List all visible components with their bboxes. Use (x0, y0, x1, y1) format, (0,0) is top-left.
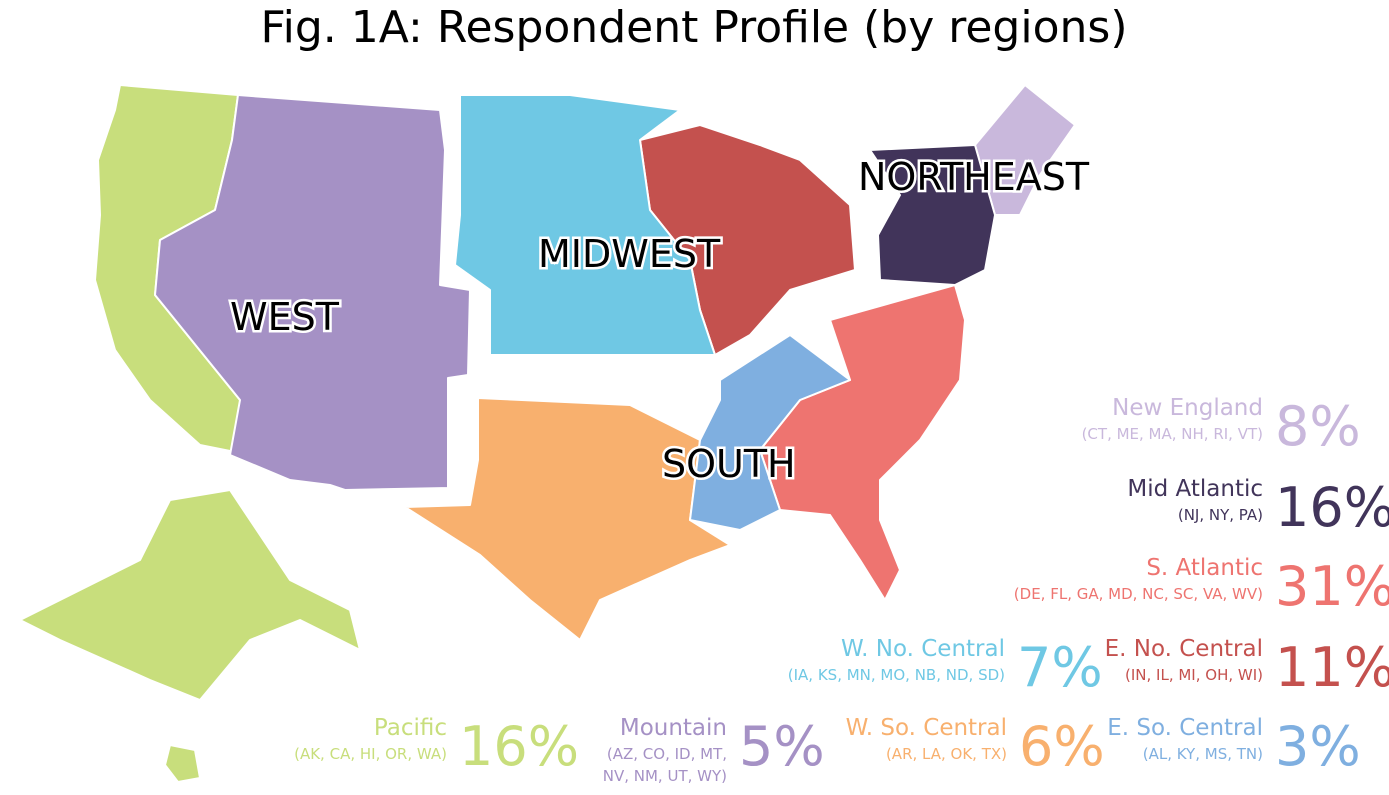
title: Fig. 1A: Respondent Profile (by regions) (261, 2, 1128, 53)
division-name: Pacific (374, 715, 447, 741)
us-map (19, 84, 1076, 783)
region-label: SOUTH (662, 442, 796, 486)
division-share: 3% (1275, 715, 1361, 778)
region-shape (154, 94, 471, 491)
division-share: 16% (1275, 476, 1389, 539)
division-name: W. No. Central (841, 636, 1005, 662)
division-name: W. So. Central (846, 715, 1007, 741)
division-name: New England (1112, 395, 1263, 421)
division-states: (IA, KS, MN, MO, NB, ND, SD) (788, 666, 1005, 684)
region-shape (164, 744, 201, 783)
division-share: 7% (1017, 636, 1103, 699)
region-label: WEST (230, 295, 340, 339)
division-name: E. No. Central (1105, 636, 1263, 662)
region-label: MIDWEST (538, 232, 721, 276)
division-states: NV, NM, UT, WY) (603, 767, 727, 785)
division-name: Mountain (620, 715, 727, 741)
legend: New England (CT, ME, MA, NH, RI, VT) 8% Mid… (294, 395, 1389, 785)
division-states: (IN, IL, MI, OH, WI) (1125, 666, 1263, 684)
region-shape (404, 397, 731, 641)
division-share: 5% (739, 715, 825, 778)
division-states: (AK, CA, HI, OR, WA) (294, 745, 447, 763)
map-labels: WEST MIDWEST SOUTH NORTHEAST (228, 153, 1093, 489)
division-name: Mid Atlantic (1127, 476, 1263, 502)
division-share: 31% (1275, 555, 1389, 618)
division-states: (CT, ME, MA, NH, RI, VT) (1082, 425, 1263, 443)
region-shape (19, 489, 361, 701)
region-shape (689, 334, 851, 531)
division-states: (NJ, NY, PA) (1178, 506, 1263, 524)
division-states: (AZ, CO, ID, MT, (607, 745, 727, 763)
division-name: S. Atlantic (1146, 555, 1263, 581)
division-share: 11% (1275, 636, 1389, 699)
division-share: 6% (1019, 715, 1105, 778)
region-label: NORTHEAST (858, 155, 1090, 199)
division-states: (AR, LA, OK, TX) (886, 745, 1007, 763)
region-shape (454, 94, 716, 356)
division-states: (AL, KY, MS, TN) (1143, 745, 1263, 763)
division-name: E. So. Central (1107, 715, 1263, 741)
division-states: (DE, FL, GA, MD, NC, SC, VA, WV) (1014, 585, 1263, 603)
division-share: 16% (459, 715, 579, 778)
division-share: 8% (1275, 395, 1361, 458)
